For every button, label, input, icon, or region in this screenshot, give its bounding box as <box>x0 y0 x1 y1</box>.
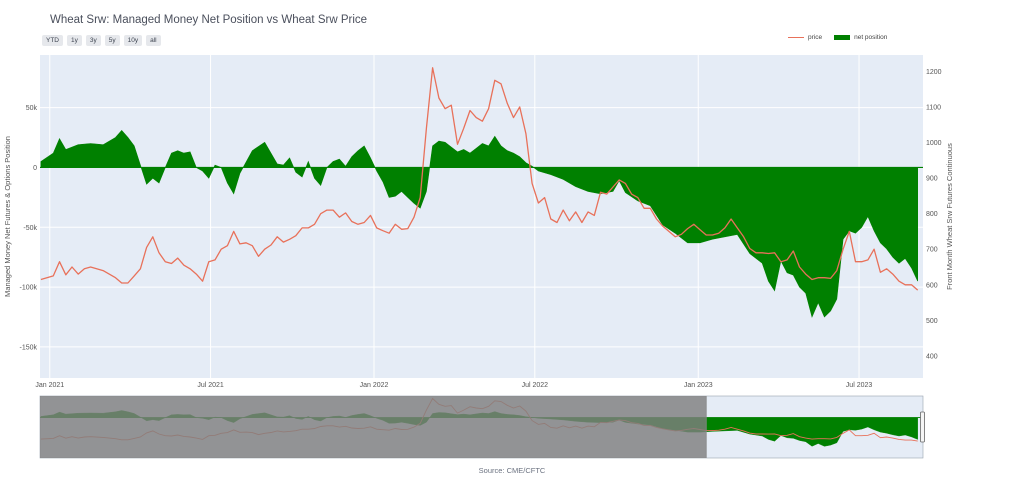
y-left-tick-label: -50k <box>23 225 37 232</box>
range-slider-mask <box>40 396 707 458</box>
axes: Jan 2021 Jul 2021 Jan 2022 Jul 2022 Jan 2023… <box>3 69 954 389</box>
legend-swatch-price <box>788 37 804 38</box>
y-right-tick-label: 700 <box>926 247 938 254</box>
source-note: Source: CME/CFTC <box>478 466 546 475</box>
y-left-tick-label: 50k <box>26 105 38 112</box>
y-right-tick-label: 1100 <box>926 104 941 111</box>
legend-swatch-net-position <box>834 35 851 40</box>
y-right-tick-label: 1000 <box>926 140 942 147</box>
x-tick-label: Jul 2022 <box>522 382 549 389</box>
y-right-tick-label: 1200 <box>926 69 942 76</box>
y-left-tick-label: -150k <box>19 344 37 351</box>
y-right-tick-label: 800 <box>926 211 938 218</box>
y-left-tick-label: -100k <box>19 285 37 292</box>
legend-item-net-position[interactable]: net position <box>834 34 887 41</box>
chart-title: Wheat Srw: Managed Money Net Position vs… <box>50 14 368 26</box>
range-button-1y[interactable]: 1y <box>67 35 82 46</box>
y-right-tick-label: 400 <box>926 353 938 360</box>
y-left-tick-label: 0 <box>33 165 37 172</box>
legend: price net position <box>788 34 887 41</box>
x-tick-label: Jul 2023 <box>846 382 873 389</box>
y-right-tick-label: 900 <box>926 176 938 183</box>
y-left-axis-title: Managed Money Net Futures & Options Posi… <box>3 136 12 297</box>
range-slider[interactable] <box>39 395 925 459</box>
series-price-line <box>40 67 919 291</box>
main-plot[interactable] <box>40 55 923 378</box>
legend-label-price: price <box>808 34 823 41</box>
y-right-axis-title: Front Month Wheat Srw Futures Continuous <box>945 143 954 290</box>
range-button-5y[interactable]: 5y <box>104 35 120 46</box>
legend-item-price[interactable]: price <box>788 34 822 41</box>
x-tick-label: Jan 2023 <box>684 382 713 389</box>
x-tick-label: Jan 2021 <box>35 382 64 389</box>
legend-label-net-position: net position <box>854 34 888 41</box>
series-net-position-area <box>40 129 918 318</box>
x-tick-label: Jan 2022 <box>360 382 389 389</box>
x-tick-label: Jul 2021 <box>197 382 224 389</box>
range-slider-handle[interactable] <box>920 411 925 443</box>
y-right-tick-label: 500 <box>926 318 938 325</box>
range-button-10y[interactable]: 10y <box>123 35 143 46</box>
range-selector-buttons: YTD 1y 3y 5y 10y all <box>42 35 161 46</box>
y-right-tick-label: 600 <box>926 282 938 289</box>
range-button-3y[interactable]: 3y <box>85 35 101 46</box>
range-button-ytd[interactable]: YTD <box>42 35 63 46</box>
chart: Jan 2021 Jul 2021 Jan 2022 Jul 2022 Jan 2023… <box>3 55 954 459</box>
range-button-all[interactable]: all <box>146 35 161 46</box>
